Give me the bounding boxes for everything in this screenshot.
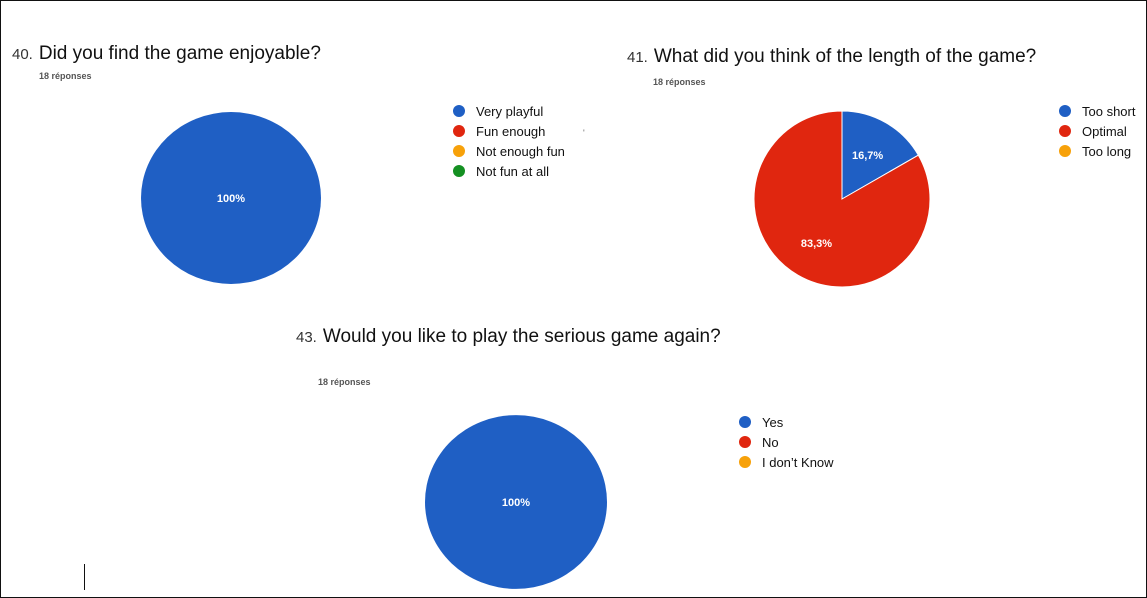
- legend-item: Too short: [1059, 101, 1135, 121]
- pie-slice-optimal: [753, 110, 931, 288]
- legend-label: Not fun at all: [476, 163, 549, 179]
- slice-label: 16,7%: [852, 150, 883, 162]
- legend-label: Very playful: [476, 103, 544, 119]
- legend-label: No: [762, 434, 779, 450]
- legend-swatch-icon: [739, 436, 751, 448]
- legend-swatch-icon: [453, 145, 465, 157]
- legend-swatch-icon: [739, 456, 751, 468]
- legend-label: Not enough fun: [476, 143, 565, 159]
- legend-item: Not fun at all: [453, 161, 565, 181]
- legend-label: I don’t Know: [762, 454, 834, 470]
- legend-swatch-icon: [1059, 145, 1071, 157]
- chart-title: What did you think of the length of the …: [653, 46, 1037, 67]
- chart-title: Would you like to play the serious game …: [322, 326, 721, 347]
- question-number: 43.: [296, 329, 317, 346]
- legend-item: I don’t Know: [739, 452, 834, 472]
- legend-swatch-icon: [453, 125, 465, 137]
- pie-slice-very-playful: [141, 112, 321, 284]
- legend-label: Yes: [762, 414, 784, 430]
- chart-title: Did you find the game enjoyable?: [38, 43, 321, 64]
- response-count: 18 réponses: [318, 377, 371, 387]
- legend-swatch-icon: [1059, 125, 1071, 137]
- question-number: 40.: [12, 46, 33, 63]
- pie-chart-41: 16,7% 83,3%: [753, 110, 931, 288]
- pie-slice-too-short: [841, 110, 919, 200]
- text-cursor: [84, 564, 85, 590]
- slice-label: 100%: [502, 497, 530, 509]
- response-count: 18 réponses: [653, 77, 706, 87]
- legend-item: Very playful: [453, 101, 565, 121]
- legend-item: Yes: [739, 412, 834, 432]
- legend-label: Fun enough: [476, 123, 546, 139]
- legend-label: Optimal: [1082, 123, 1127, 139]
- slice-label: 100%: [217, 193, 245, 205]
- legend-label: Too long: [1082, 143, 1132, 159]
- pie-chart-40: 100%: [141, 112, 321, 284]
- pie-chart-43: 100%: [425, 415, 607, 589]
- legend-41: Too short Optimal Too long: [1059, 101, 1135, 161]
- question-heading-40: 40. Did you find the game enjoyable?: [12, 43, 321, 65]
- legend-40: Very playful Fun enough Not enough fun Not …: [453, 101, 565, 181]
- legend-swatch-icon: [453, 105, 465, 117]
- legend-swatch-icon: [739, 416, 751, 428]
- legend-item: Optimal: [1059, 121, 1135, 141]
- legend-swatch-icon: [453, 165, 465, 177]
- slice-label: 83,3%: [801, 238, 832, 250]
- legend-item: No: [739, 432, 834, 452]
- legend-43: Yes No I don’t Know: [739, 412, 834, 472]
- legend-item: Fun enough: [453, 121, 565, 141]
- pie-slice-yes: [425, 415, 607, 589]
- legend-label: Too short: [1082, 103, 1136, 119]
- response-count: 18 réponses: [39, 71, 92, 81]
- legend-swatch-icon: [1059, 105, 1071, 117]
- question-heading-41: 41. What did you think of the length of t…: [627, 46, 1036, 68]
- stray-mark: ': [583, 128, 585, 138]
- legend-item: Not enough fun: [453, 141, 565, 161]
- legend-item: Too long: [1059, 141, 1135, 161]
- question-heading-43: 43. Would you like to play the serious ga…: [296, 326, 721, 348]
- question-number: 41.: [627, 49, 648, 66]
